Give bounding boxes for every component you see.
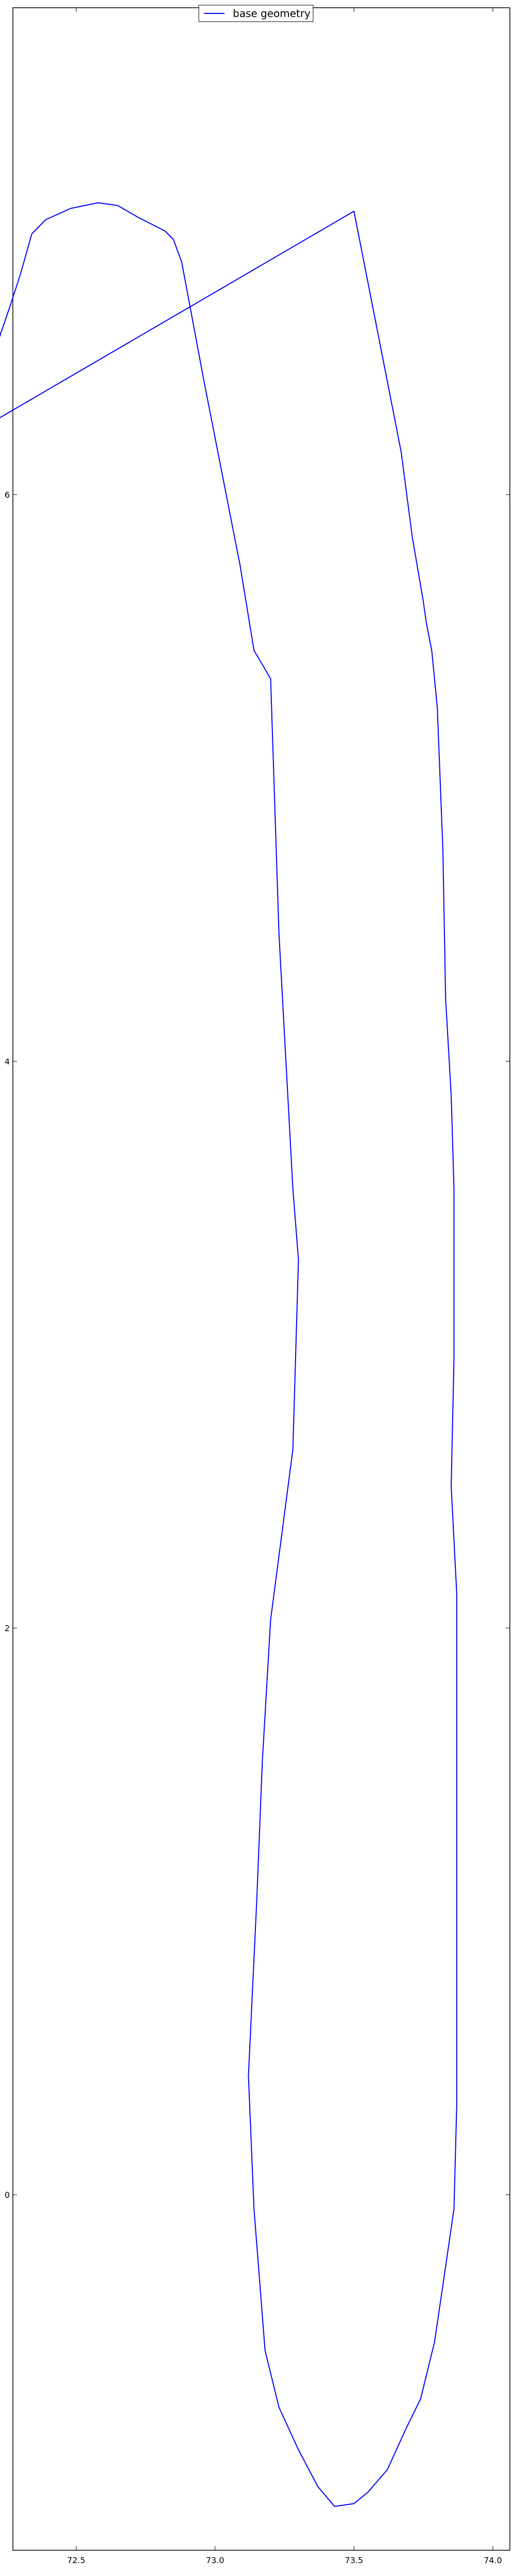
y-tick-label: 6 [5, 490, 10, 500]
legend-entry-label: base geometry [233, 7, 311, 20]
x-tick-label: 74.0 [484, 2555, 502, 2565]
series [0, 202, 457, 2507]
x-tick-label: 72.5 [67, 2555, 85, 2565]
y-tick-label: 2 [5, 1623, 10, 1633]
series-line-base-geometry [0, 202, 457, 2507]
x-tick-label: 73.0 [206, 2555, 225, 2565]
tick-labels: 72.5 73.0 73.5 74.0 0 2 4 6 [5, 490, 502, 2565]
y-tick-label: 0 [5, 2190, 10, 2200]
plot-frame [12, 7, 510, 2551]
y-tick-label: 4 [5, 1057, 10, 1066]
x-tick-label: 73.5 [345, 2555, 364, 2565]
ticks [13, 8, 510, 2550]
legend: base geometry [198, 5, 314, 22]
